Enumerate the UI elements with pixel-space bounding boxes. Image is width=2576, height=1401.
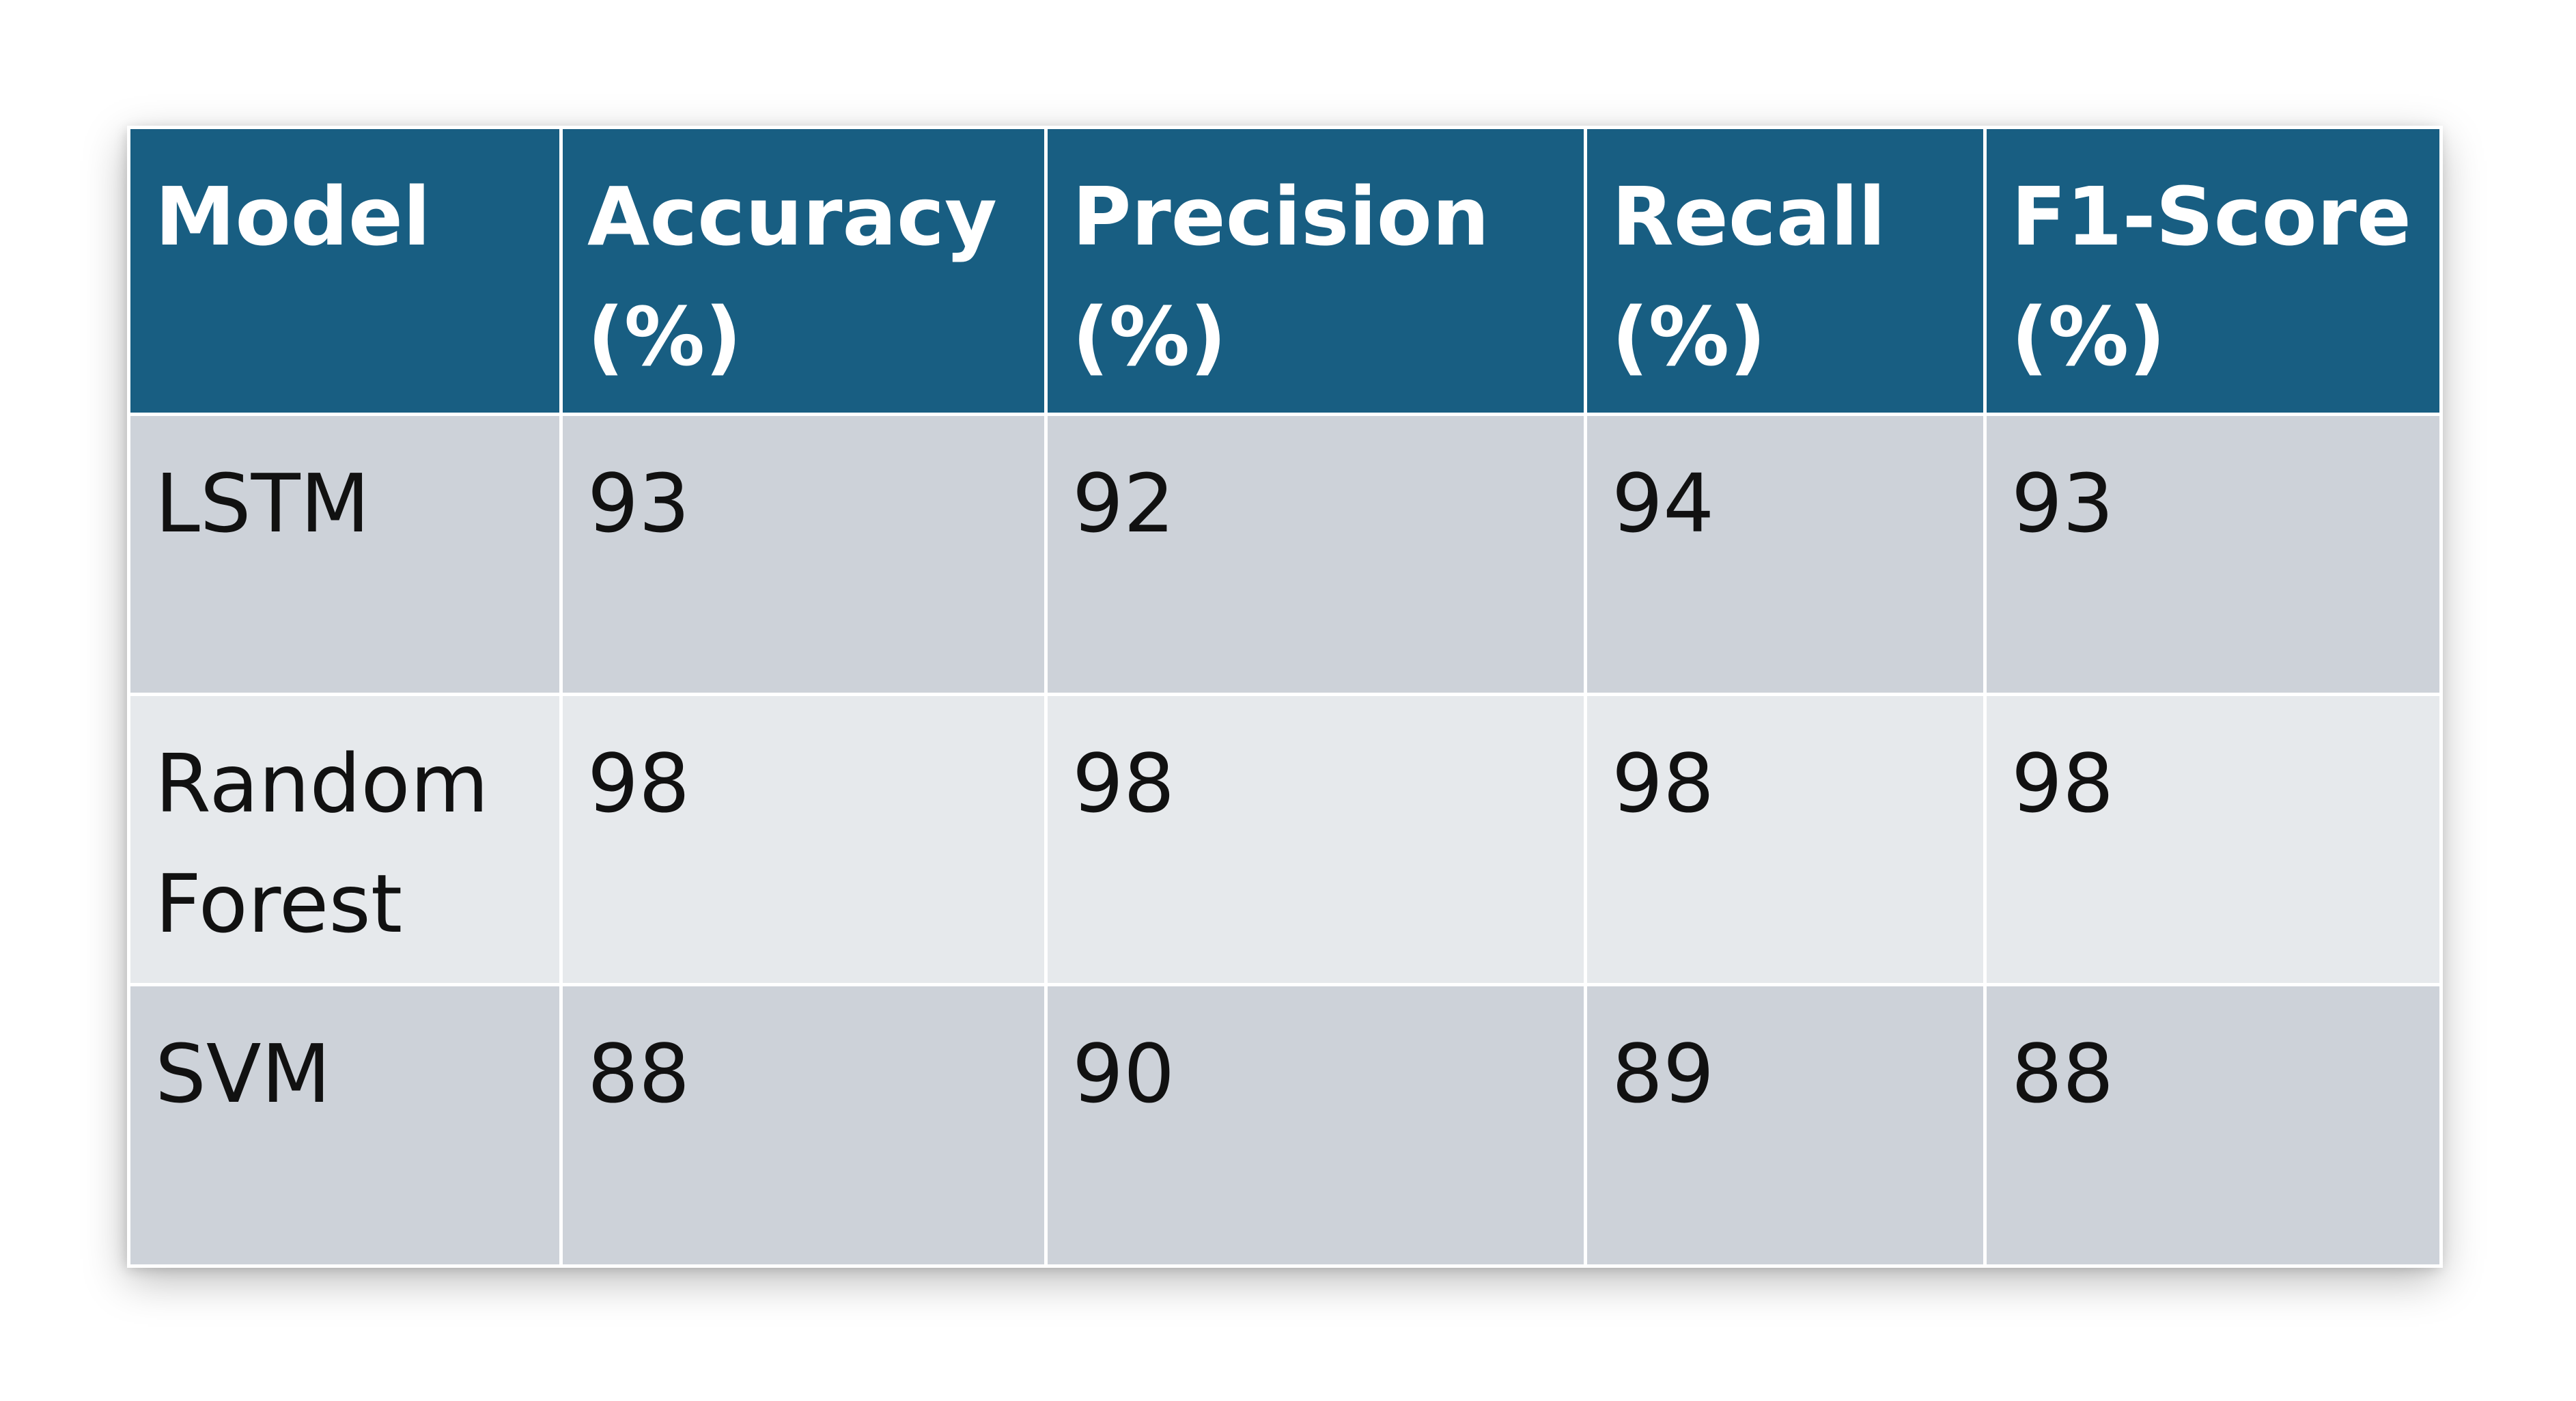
header-model: Model [129,128,561,415]
cell-accuracy: 98 [561,695,1046,985]
results-table: Model Accuracy (%) Precision (%) Recall (%)… [127,126,2443,1268]
cell-model: LSTM [129,415,561,695]
cell-recall: 94 [1586,415,1985,695]
header-f1-line1: F1-Score [2011,169,2411,264]
header-precision: Precision (%) [1046,128,1586,415]
cell-recall: 89 [1586,985,1985,1266]
table-row: LSTM 93 92 94 93 [129,415,2441,695]
model-name-line2: Forest [155,857,402,951]
header-recall: Recall (%) [1586,128,1985,415]
cell-f1-score: 93 [1985,415,2441,695]
cell-precision: 98 [1046,695,1586,985]
cell-recall: 98 [1586,695,1985,985]
table-row: Random Forest 98 98 98 98 [129,695,2441,985]
header-precision-line1: Precision [1072,169,1489,264]
header-f1-score: F1-Score (%) [1985,128,2441,415]
cell-model: SVM [129,985,561,1266]
header-accuracy-line2: (%) [587,290,742,384]
cell-f1-score: 88 [1985,985,2441,1266]
cell-model: Random Forest [129,695,561,985]
cell-f1-score: 98 [1985,695,2441,985]
table-header-row: Model Accuracy (%) Precision (%) Recall (%)… [129,128,2441,415]
model-name-line1: Random [155,736,489,831]
results-table-card: Model Accuracy (%) Precision (%) Recall (%)… [127,126,2439,1264]
header-recall-line1: Recall [1612,169,1886,264]
header-accuracy: Accuracy (%) [561,128,1046,415]
cell-precision: 90 [1046,985,1586,1266]
header-recall-line2: (%) [1612,290,1766,384]
cell-accuracy: 93 [561,415,1046,695]
header-accuracy-line1: Accuracy [587,169,997,264]
model-name-line1: SVM [155,1027,331,1121]
header-precision-line2: (%) [1072,290,1227,384]
cell-precision: 92 [1046,415,1586,695]
model-name-line1: LSTM [155,456,370,551]
table-row: SVM 88 90 89 88 [129,985,2441,1266]
header-f1-line2: (%) [2011,290,2166,384]
header-model-line1: Model [155,169,430,264]
cell-accuracy: 88 [561,985,1046,1266]
